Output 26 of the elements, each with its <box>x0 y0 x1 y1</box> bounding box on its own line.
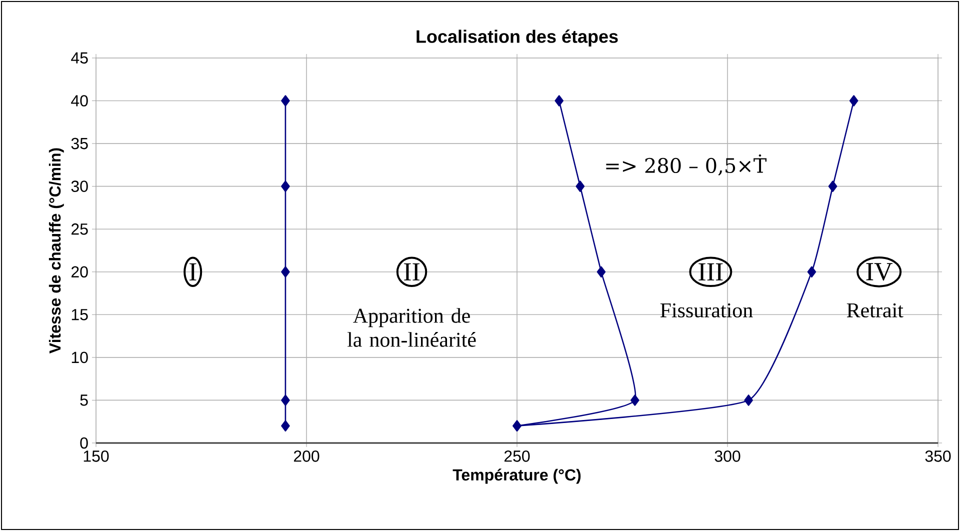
x-axis-title: Température (°C) <box>452 468 581 484</box>
annotation: Fissuration <box>660 303 753 318</box>
annotation: II <box>404 263 420 280</box>
annotation: => 280 – 0,5×Ṫ <box>606 154 767 176</box>
annotation: I <box>189 263 196 280</box>
y-tick-label: 0 <box>80 437 88 449</box>
chart-title: Localisation des étapes <box>416 30 618 46</box>
annotation: Apparition de la non-linéarité <box>347 308 476 347</box>
y-tick-label: 5 <box>80 394 88 406</box>
x-tick-label: 200 <box>294 450 320 462</box>
y-axis-title: Vitesse de chauffe (°C/min) <box>48 148 64 354</box>
y-tick-label: 10 <box>72 352 88 364</box>
y-tick-label: 20 <box>72 266 88 278</box>
y-tick-label: 35 <box>71 138 88 150</box>
y-tick-label: 25 <box>72 223 88 235</box>
annotation: IV <box>866 263 892 281</box>
y-tick-label: 45 <box>71 52 88 64</box>
x-tick-label: 300 <box>714 450 740 462</box>
annotation: III <box>698 263 723 280</box>
annotation: Retrait <box>846 303 904 318</box>
x-tick-label: 250 <box>504 450 530 462</box>
x-tick-label: 150 <box>84 450 109 462</box>
y-tick-label: 40 <box>71 95 88 106</box>
y-tick-label: 15 <box>72 309 88 320</box>
x-tick-label: 350 <box>925 450 951 462</box>
y-tick-label: 30 <box>71 180 88 192</box>
